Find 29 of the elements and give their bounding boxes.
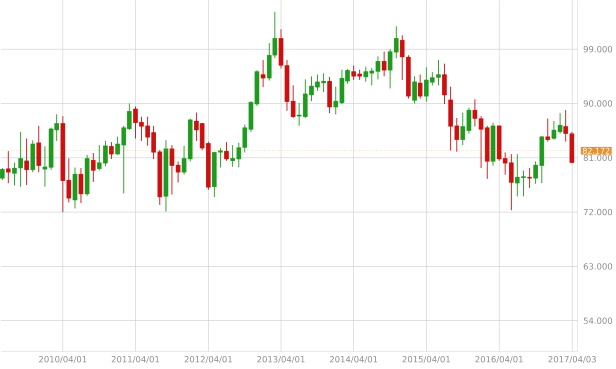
y-tick-label: 63.000 — [584, 263, 612, 270]
candlestick — [0, 167, 5, 180]
candlestick — [260, 59, 266, 88]
candlestick — [545, 118, 550, 142]
y-tick-label: 81.000 — [584, 154, 612, 161]
candlestick — [24, 138, 29, 186]
candlestick — [36, 125, 42, 173]
candlestick — [109, 141, 114, 160]
candlestick — [78, 167, 84, 204]
x-tick-label: 2013/04/01 — [257, 356, 305, 363]
y-tick-label: 99.000 — [584, 46, 612, 52]
candlestick — [224, 141, 229, 162]
x-tick-label: 2012/04/01 — [184, 356, 232, 363]
candlestick — [418, 74, 422, 99]
candlestick — [527, 167, 532, 188]
x-tick-label: 2011/04/01 — [112, 356, 160, 363]
y-tick-label: 90.000 — [584, 100, 612, 106]
candlestick — [412, 76, 417, 104]
x-tick-label: 2014/04/01 — [330, 356, 378, 363]
y-tick-label: 54.000 — [584, 317, 612, 324]
x-tick-label: 2015/04/01 — [402, 356, 450, 363]
x-tick-label: 2016/04/01 — [475, 356, 523, 363]
candlestick — [382, 50, 386, 77]
x-tick-label: 2010/04/01 — [39, 356, 86, 363]
candlestick — [90, 152, 96, 182]
y-tick-label: 72.000 — [584, 208, 612, 216]
candlestick — [6, 150, 11, 184]
x-tick-label: 2017/04/03 — [548, 356, 596, 363]
candlestick — [442, 62, 447, 104]
